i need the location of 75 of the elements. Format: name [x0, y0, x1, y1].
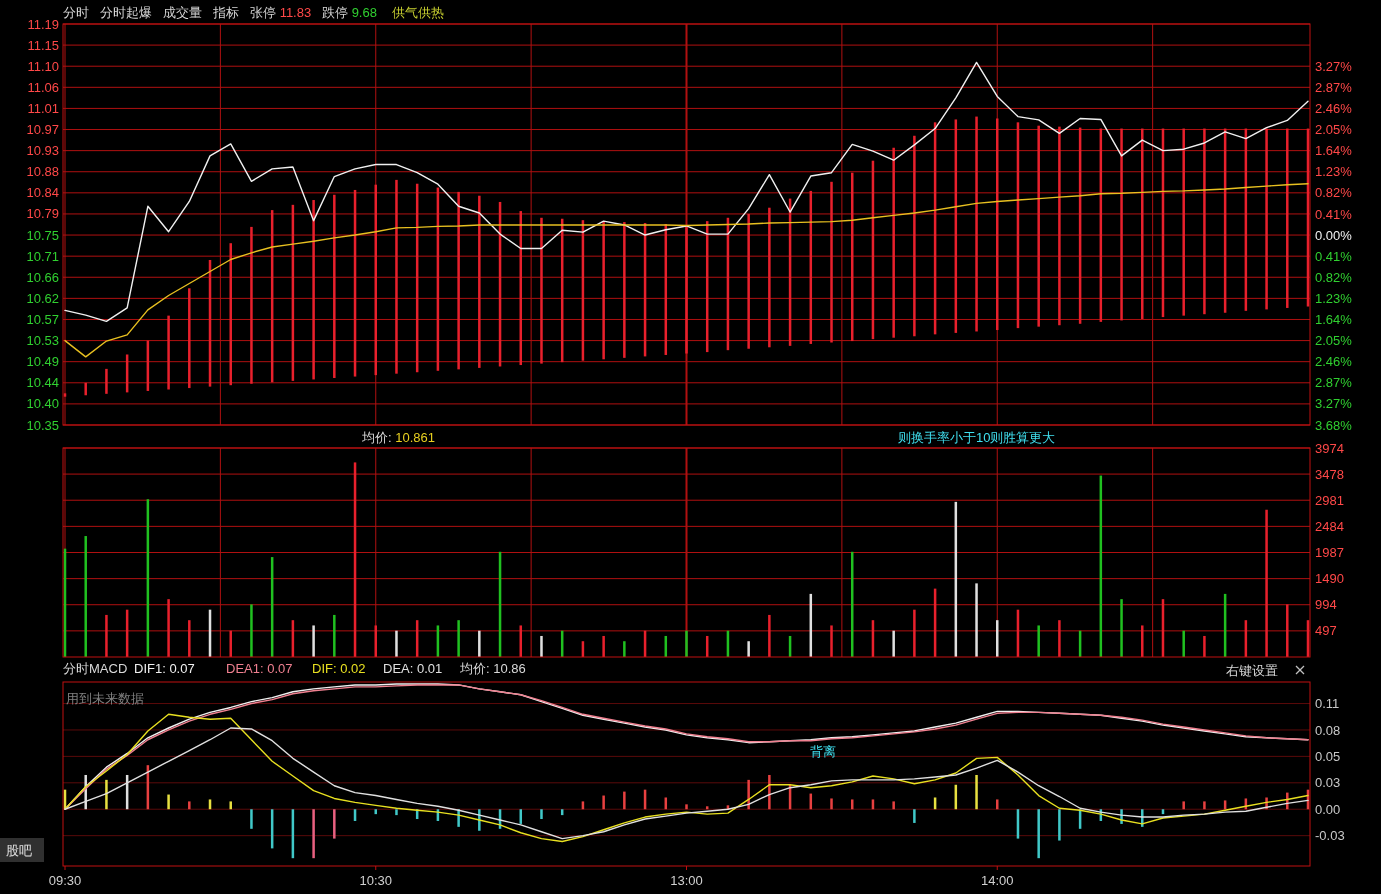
y2-tick-label: 2.05% [1315, 122, 1353, 138]
text: 股吧 [6, 843, 32, 858]
y2-tick-label: 0.41% [1315, 248, 1353, 264]
text: DEA: 0.01 [383, 661, 443, 676]
y-tick-label: 11.06 [27, 79, 59, 95]
text: DIF1: 0.07 [134, 661, 195, 676]
text: 成交量 [163, 5, 202, 20]
y2-tick-label: 0.82% [1315, 185, 1353, 201]
y2-tick-label: 3.27% [1315, 58, 1353, 74]
y-tick-label: 10.88 [26, 164, 59, 180]
y2-tick-label: 1.64% [1315, 312, 1353, 327]
x-tick-label: 10:30 [359, 873, 393, 888]
y-tick-label: -0.03 [1315, 828, 1345, 844]
y-tick-label: 10.57 [26, 312, 59, 328]
y2-tick-label: 0.00% [1315, 227, 1353, 243]
y-tick-label: 1490 [1315, 571, 1344, 587]
y-tick-label: 10.79 [26, 206, 59, 222]
y-tick-label: 10.35 [26, 417, 59, 433]
y-tick-label: 11.15 [27, 37, 59, 53]
y2-tick-label: 3.27% [1315, 396, 1353, 412]
y2-tick-label: 1.64% [1315, 143, 1353, 159]
y-tick-label: 0.00 [1315, 801, 1341, 817]
y2-tick-label: 2.87% [1315, 375, 1353, 391]
y-tick-label: 10.66 [26, 269, 59, 285]
y-tick-label: 0.05 [1315, 748, 1341, 764]
y-tick-label: 2981 [1315, 492, 1344, 508]
y-tick-label: 0.08 [1315, 722, 1341, 738]
text: 指标 [212, 5, 239, 20]
y2-tick-label: 0.82% [1315, 269, 1353, 285]
y2-tick-label: 2.05% [1315, 333, 1353, 349]
text: DIF: 0.02 [312, 661, 366, 676]
annotation: 用到未来数据 [66, 691, 144, 706]
text: 分时 [63, 5, 89, 20]
y-tick-label: 10.49 [26, 354, 59, 370]
y-tick-label: 10.97 [26, 122, 59, 138]
y-tick-label: 10.75 [26, 227, 59, 243]
y-tick-label: 11.01 [27, 100, 59, 116]
y-tick-label: 11.19 [27, 16, 59, 32]
y-tick-label: 994 [1315, 597, 1337, 613]
y2-tick-label: 2.46% [1315, 354, 1353, 370]
text: 跌停 9.68 [322, 5, 377, 20]
y-tick-label: 10.53 [26, 333, 59, 349]
y-tick-label: 11.10 [27, 58, 59, 74]
y-tick-label: 10.62 [26, 290, 59, 306]
y-tick-label: 497 [1315, 623, 1337, 639]
text: 右键设置 [1226, 663, 1278, 678]
chart-title: 分时MACD [63, 661, 128, 676]
y-tick-label: 10.84 [26, 185, 59, 201]
y-tick-label: 10.93 [26, 143, 59, 159]
text: 则换手率小于10则胜算更大 [898, 430, 1056, 445]
y2-tick-label: 1.23% [1315, 290, 1353, 306]
y2-tick-label: 1.23% [1315, 164, 1353, 180]
y2-tick-label: 2.87% [1315, 79, 1353, 95]
x-tick-label: 14:00 [980, 873, 1014, 888]
text: 均价: 10.861 [361, 430, 435, 445]
text: 供气供热 [392, 5, 444, 20]
series-label: DEA1: 0.07 [226, 661, 293, 676]
y-tick-label: 0.03 [1315, 775, 1341, 791]
y-tick-label: 3974 [1315, 440, 1344, 456]
y2-tick-label: 2.46% [1315, 100, 1353, 116]
y-tick-label: 10.71 [26, 248, 59, 264]
y2-tick-label: 3.68% [1315, 417, 1353, 433]
y-tick-label: 3478 [1315, 466, 1344, 482]
y-tick-label: 0.11 [1315, 696, 1340, 712]
x-tick-label: 09:30 [48, 873, 82, 888]
x-tick-label: 13:00 [670, 873, 703, 888]
text: 张停 11.83 [250, 5, 312, 20]
y2-tick-label: 0.41% [1315, 206, 1353, 222]
y-tick-label: 10.40 [26, 396, 59, 412]
text: 均价: 10.86 [459, 661, 526, 676]
annotation: 背离 [810, 744, 836, 759]
text: 分时起爆 [100, 5, 152, 20]
y-tick-label: 2484 [1315, 518, 1344, 534]
y-tick-label: 1987 [1315, 545, 1344, 561]
y-tick-label: 10.44 [26, 375, 59, 391]
